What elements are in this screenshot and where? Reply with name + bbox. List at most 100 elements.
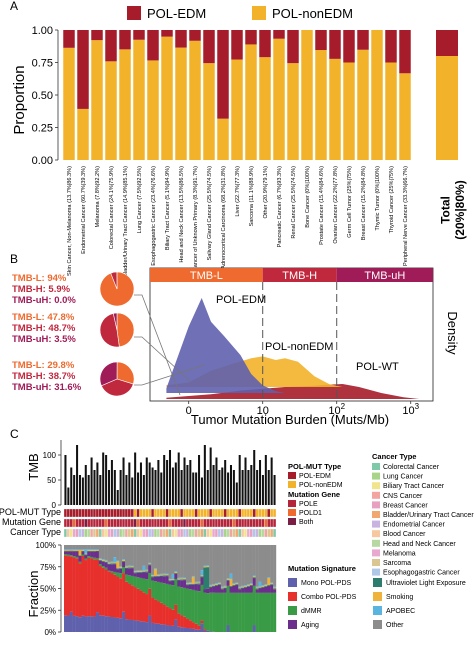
bar-pol-nonedm [175,47,187,160]
signature-segment [197,581,201,583]
track-polmut-cell [150,508,155,518]
pie-slice [101,378,134,397]
tmb-bar [99,475,102,505]
signature-segment [249,592,253,632]
track-gene-cell [270,518,274,528]
legend-gene-swatch [288,509,296,516]
signature-segment [197,591,201,626]
signature-segment [241,585,245,587]
signature-segment [64,554,68,556]
track-polmut-cell [188,508,192,518]
signature-segment [133,545,137,571]
track-gene-cell [194,518,198,528]
signature-segment [98,615,102,632]
track-polmut-cell [142,508,146,518]
legend-cancer-swatch [372,501,380,509]
legend-signature-swatch [373,578,382,587]
pie-slice [99,313,120,348]
signature-segment [154,581,158,600]
tmb-bar [125,475,128,505]
signature-segment [220,545,224,587]
signature-segment [226,579,230,581]
tmb-bar [180,470,183,505]
signature-segment [273,587,277,589]
track-gene-cell [249,518,253,528]
signature-segment [180,579,184,581]
signature-segment [183,577,187,579]
track-cancer-cell [69,528,73,538]
signature-segment [78,550,82,556]
tmb-bar [238,455,241,505]
signature-segment [191,583,195,585]
bar-pol-nonedm [119,49,131,161]
signature-segment [188,545,192,583]
legend-signature-swatch [373,592,382,601]
signature-segment [267,592,271,632]
track-cancer-cell [267,528,271,538]
signature-segment [95,550,100,551]
signature-segment [215,585,219,586]
track-cancer-cell [153,528,158,538]
signature-segment [223,585,227,587]
track-cancer-cell [188,528,192,538]
tmb-group-text: TMB-H: 48.7% [12,323,76,334]
signature-segment [64,549,68,551]
legend-signature-item: Ultraviolet Light Exposure [386,580,466,587]
tmb-group-text: TMB-uH: 31.6% [12,382,82,393]
signature-segment [215,545,219,584]
tmb-tick-label: 50 [47,476,56,485]
signature-segment [185,583,190,585]
bar-pol-nonedm [217,118,229,160]
legend-cancer-item: Melanoma [383,550,416,557]
legend-cancer-swatch [372,463,380,470]
signature-segment [127,583,131,620]
signature-segment [90,550,94,551]
signature-segment [75,550,79,551]
signature-segment [113,571,117,575]
track-gene-cell [124,518,129,528]
signature-segment [101,561,105,567]
signature-segment [145,545,149,570]
signature-segment [78,561,82,564]
x-tick-label-a: Thymic Tumor (0%|100%) [375,166,381,231]
track-polmut-cell [241,508,245,518]
legend-signature-item: APOBEC [386,608,415,615]
signature-segment [110,573,114,618]
legend-signature: Mono POL-PDS Combo POL-PDS dMMR Aging Ultrav… [288,578,466,629]
signature-segment [215,584,219,586]
legend-cancer-swatch [372,491,380,499]
signature-segment [264,545,268,585]
signature-segment [84,553,88,555]
signature-segment [136,620,140,632]
signature-segment [124,567,129,569]
signature-segment [244,592,248,632]
legend-swatch-pol-edm [127,6,141,20]
signature-segment [261,586,265,588]
tmb-bar [73,475,76,505]
signature-segment [168,545,172,579]
signature-segment [119,618,123,632]
tmb-bar [212,465,215,505]
signature-segment [116,560,120,562]
signature-segment [206,545,210,566]
band-label: TMB-H [282,270,317,282]
signature-segment [81,555,85,616]
legend-cancer-item: Colorectal Cancer [383,464,440,471]
signature-segment [151,622,155,632]
signature-segment [119,573,123,579]
signature-segment [235,584,239,586]
signature-segment [241,587,245,589]
track-gene-cell [235,518,239,528]
legend-cancer-swatch [372,559,380,566]
signature-segment [154,576,158,577]
x-tick-label-a: Prostate Cancer (15.4%|84.6%) [319,166,325,245]
track-gene-cell [145,518,149,528]
tmb-bar [134,452,137,505]
signature-segment [98,545,102,559]
tmb-bar [148,462,151,505]
signature-segment [188,620,192,629]
signature-segment [177,580,181,587]
signature-segment [104,561,108,563]
tmb-bar [107,470,111,505]
signature-segment [130,619,134,632]
